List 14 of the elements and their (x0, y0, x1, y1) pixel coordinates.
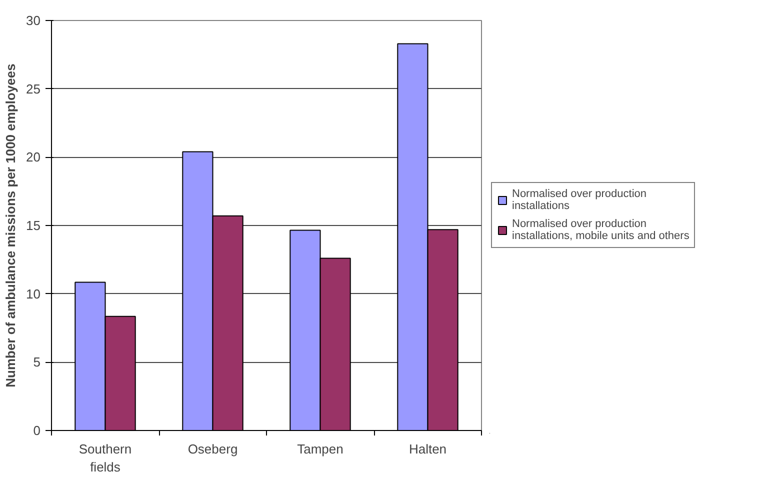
x-tick-label: Oseberg (188, 442, 238, 456)
y-tick-label: 30 (26, 13, 41, 28)
y-tick-label: 5 (33, 354, 41, 370)
y-axis-title: Number of ambulance missions per 1000 employees (3, 64, 18, 388)
legend-label: Normalised over production installations, mobile units and others (512, 218, 690, 242)
y-tick-label: 0 (33, 423, 41, 438)
x-tick-label: Southern fields (78, 442, 132, 474)
y-tick-label: 15 (26, 218, 41, 233)
y-tick-label: 10 (26, 286, 41, 302)
y-tick-label: 20 (26, 150, 41, 165)
legend-label: Normalised over production installations (512, 188, 647, 212)
x-tick-label: Tampen (297, 442, 344, 456)
y-tick-label: 25 (26, 81, 41, 96)
x-tick-label: Halten (408, 442, 447, 456)
